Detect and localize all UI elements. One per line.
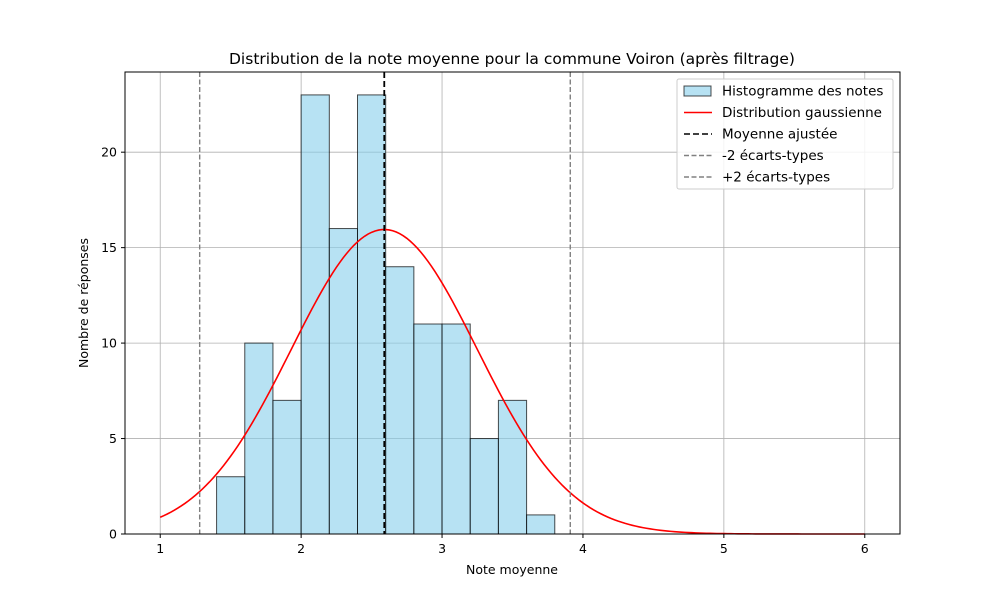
histogram-bar <box>497 399 528 535</box>
x-tick-label: 2 <box>297 541 305 556</box>
histogram-bar <box>357 94 387 535</box>
axis-ticks: 1 2 3 4 5 6 0 5 10 15 20 <box>101 145 869 556</box>
x-tick-label: 6 <box>861 541 869 556</box>
histogram-bar <box>526 514 556 535</box>
histogram-bar <box>385 266 415 535</box>
y-tick-label: 15 <box>101 240 117 255</box>
legend: Histogramme des notes Distribution gaussi… <box>676 78 894 190</box>
x-tick-label: 5 <box>720 541 728 556</box>
legend-label: Histogramme des notes <box>722 84 883 100</box>
y-tick-label: 0 <box>109 527 117 542</box>
x-axis-label: Note moyenne <box>466 562 558 577</box>
legend-label: -2 écarts-types <box>722 148 824 164</box>
vertical-lines <box>198 72 571 534</box>
histogram-bar <box>300 94 330 535</box>
histogram-bar <box>216 476 246 535</box>
histogram-bar <box>441 323 471 535</box>
histogram-bar <box>469 438 499 535</box>
y-axis-label: Nombre de réponses <box>76 238 91 368</box>
histogram-bar <box>244 342 274 535</box>
histogram-bar <box>413 323 443 535</box>
y-tick-label: 10 <box>101 336 117 351</box>
axes-frame <box>124 71 901 535</box>
x-tick-label: 3 <box>438 541 446 556</box>
legend-box <box>676 78 894 190</box>
chart-title: Distribution de la note moyenne pour la … <box>229 50 795 68</box>
histogram-bars <box>216 94 556 535</box>
histogram-bar <box>328 228 358 535</box>
y-tick-label: 5 <box>109 431 117 446</box>
legend-label: +2 écarts-types <box>722 170 830 186</box>
x-tick-label: 4 <box>579 541 587 556</box>
legend-label: Moyenne ajustée <box>722 127 837 143</box>
legend-label: Distribution gaussienne <box>722 105 882 121</box>
y-tick-label: 20 <box>101 145 117 160</box>
x-tick-label: 1 <box>156 541 164 556</box>
histogram-bar <box>272 399 302 535</box>
legend-swatch-histogram <box>683 85 712 97</box>
